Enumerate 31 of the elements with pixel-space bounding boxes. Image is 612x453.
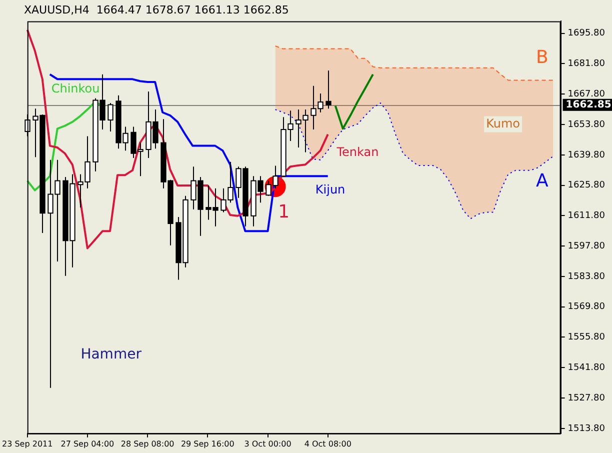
line-series — [274, 102, 554, 220]
y-tick-label: 1625.80 — [568, 180, 606, 191]
y-tick-label: 1527.80 — [568, 393, 606, 404]
y-tick-label: 1667.80 — [568, 89, 606, 100]
series-label: Chinkou — [51, 81, 100, 96]
y-tick-label: 1541.80 — [568, 362, 606, 373]
y-tick-label: 1569.80 — [568, 302, 606, 312]
x-tick-label: 29 Sep 16:00 — [180, 439, 234, 448]
x-tick-label: 4 Oct 08:00 — [304, 439, 352, 448]
y-tick-label: 1555.80 — [568, 332, 606, 343]
y-tick-label: 1611.80 — [568, 211, 606, 222]
y-tick-label: 1639.80 — [568, 150, 606, 160]
x-tick-label: 3 Oct 00:00 — [244, 439, 292, 448]
series-label: Kijun — [315, 182, 346, 196]
annotation: Kumo — [486, 116, 520, 130]
ref-line-label: 1662.85 — [566, 99, 612, 110]
chart-title: XAUUSD,H4 1664.47 1678.67 1661.13 1662.85 — [24, 3, 289, 16]
y-tick-label: 1513.80 — [568, 424, 606, 434]
annotation: 1 — [278, 202, 290, 223]
x-tick-label: 23 Sep 2011 — [2, 439, 53, 448]
y-tick-label: 1695.80 — [568, 28, 606, 39]
annotation: Hammer — [80, 346, 142, 363]
y-tick-label: 1583.80 — [568, 272, 606, 282]
series-label: A — [536, 170, 549, 192]
x-tick-label: 28 Sep 08:00 — [120, 439, 174, 448]
y-tick-label: 1653.80 — [568, 120, 606, 130]
y-tick-label: 1681.80 — [568, 59, 606, 70]
series-label: Tenkan — [336, 145, 379, 160]
y-tick-label: 1597.80 — [568, 241, 606, 252]
series-label: B — [536, 46, 548, 68]
x-tick-label: 27 Sep 04:00 — [60, 439, 114, 448]
